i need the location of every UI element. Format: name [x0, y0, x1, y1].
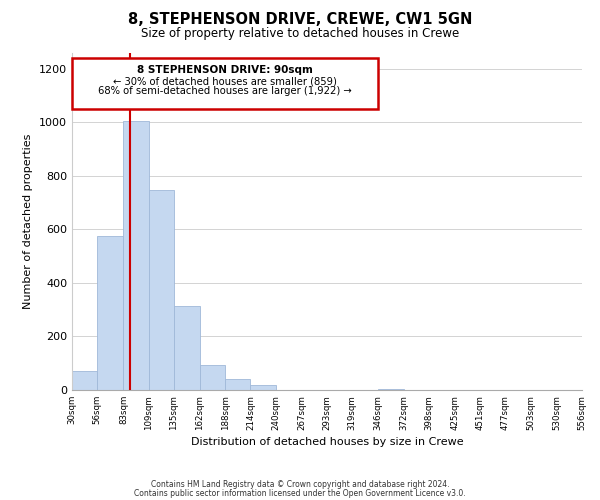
Bar: [97, 236, 124, 390]
Bar: [379, 388, 404, 390]
Bar: [200, 364, 225, 390]
Bar: [72, 371, 97, 390]
Bar: [72, 58, 379, 109]
Text: ← 30% of detached houses are smaller (859): ← 30% of detached houses are smaller (85…: [113, 76, 337, 86]
Bar: [250, 384, 275, 390]
Text: 8, STEPHENSON DRIVE, CREWE, CW1 5GN: 8, STEPHENSON DRIVE, CREWE, CW1 5GN: [128, 12, 472, 28]
X-axis label: Distribution of detached houses by size in Crewe: Distribution of detached houses by size …: [191, 436, 463, 446]
Text: 8 STEPHENSON DRIVE: 90sqm: 8 STEPHENSON DRIVE: 90sqm: [137, 64, 313, 74]
Text: Contains HM Land Registry data © Crown copyright and database right 2024.: Contains HM Land Registry data © Crown c…: [151, 480, 449, 489]
Y-axis label: Number of detached properties: Number of detached properties: [23, 134, 34, 309]
Bar: [225, 380, 250, 390]
Text: Contains public sector information licensed under the Open Government Licence v3: Contains public sector information licen…: [134, 488, 466, 498]
Bar: [124, 121, 149, 390]
Text: 68% of semi-detached houses are larger (1,922) →: 68% of semi-detached houses are larger (…: [98, 86, 352, 96]
Bar: [149, 190, 174, 390]
Bar: [174, 306, 200, 390]
Text: Size of property relative to detached houses in Crewe: Size of property relative to detached ho…: [141, 28, 459, 40]
